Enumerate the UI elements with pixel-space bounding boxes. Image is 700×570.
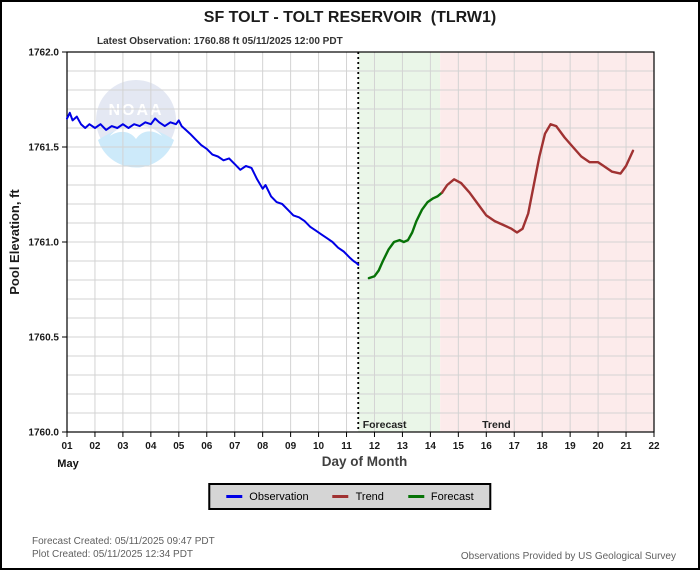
y-axis-title: Pool Elevation, ft xyxy=(7,189,22,295)
x-tick-label: 18 xyxy=(537,441,549,452)
legend-swatch-trend xyxy=(332,495,349,498)
plot-created-text: Plot Created: 05/11/2025 12:34 PDT xyxy=(32,549,194,560)
x-tick-label: 09 xyxy=(285,441,297,452)
x-tick-label: 13 xyxy=(397,441,409,452)
legend-label: Forecast xyxy=(430,490,474,503)
latest-observation-text: Latest Observation: 1760.88 ft 05/11/202… xyxy=(97,36,343,47)
y-tick-label: 1761.0 xyxy=(28,238,59,249)
legend-label: Observation xyxy=(249,490,309,503)
x-tick-label: 08 xyxy=(257,441,269,452)
x-tick-label: 17 xyxy=(509,441,521,452)
data-credit-text: Observations Provided by US Geological S… xyxy=(460,551,676,562)
x-axis-title: Day of Month xyxy=(322,454,408,469)
legend-item-trend: Trend xyxy=(332,490,384,503)
x-tick-label: 01 xyxy=(61,441,73,452)
legend-label: Trend xyxy=(355,490,384,503)
legend-item-observation: Observation xyxy=(226,490,309,503)
y-tick-label: 1760.0 xyxy=(28,428,59,439)
x-tick-label: 02 xyxy=(89,441,101,452)
x-tick-label: 07 xyxy=(229,441,241,452)
page-title: SF TOLT - TOLT RESERVOIR (TLRW1) xyxy=(203,9,497,26)
x-tick-label: 19 xyxy=(565,441,577,452)
axis-ticks xyxy=(62,51,655,437)
x-tick-label: 20 xyxy=(593,441,605,452)
region-label-forecast: Forecast xyxy=(363,419,407,431)
x-tick-label: 14 xyxy=(425,441,437,452)
y-tick-label: 1761.5 xyxy=(28,143,59,154)
legend-item-forecast: Forecast xyxy=(407,490,474,503)
month-label: May xyxy=(57,458,79,470)
y-tick-label: 1760.5 xyxy=(28,333,59,344)
trend-line xyxy=(440,122,635,234)
x-tick-label: 11 xyxy=(341,441,352,452)
x-tick-label: 21 xyxy=(620,441,632,452)
noaa-watermark-text: NOAA xyxy=(108,102,163,119)
legend-swatch-observation xyxy=(226,495,243,498)
x-tick-label: 16 xyxy=(481,441,493,452)
x-tick-label: 15 xyxy=(453,441,465,452)
gridlines xyxy=(67,52,654,432)
region-label-trend: Trend xyxy=(482,419,511,431)
x-tick-label: 12 xyxy=(369,441,381,452)
forecast-line xyxy=(367,191,444,280)
x-tick-label: 22 xyxy=(648,441,660,452)
x-tick-label: 06 xyxy=(201,441,213,452)
x-tick-label: 04 xyxy=(145,441,157,452)
forecast-created-text: Forecast Created: 05/11/2025 09:47 PDT xyxy=(32,536,215,547)
y-tick-label: 1762.0 xyxy=(28,48,59,59)
x-tick-label: 05 xyxy=(173,441,185,452)
noaa-logo-watermark: NOAA xyxy=(96,80,176,168)
chart-legend: Observation Trend Forecast xyxy=(208,483,492,510)
legend-swatch-forecast xyxy=(407,495,424,498)
x-tick-label: 03 xyxy=(117,441,129,452)
observation-line xyxy=(66,111,360,266)
plot-metadata: Forecast Created: 05/11/2025 09:47 PDT P… xyxy=(32,535,215,561)
x-tick-label: 10 xyxy=(313,441,325,452)
